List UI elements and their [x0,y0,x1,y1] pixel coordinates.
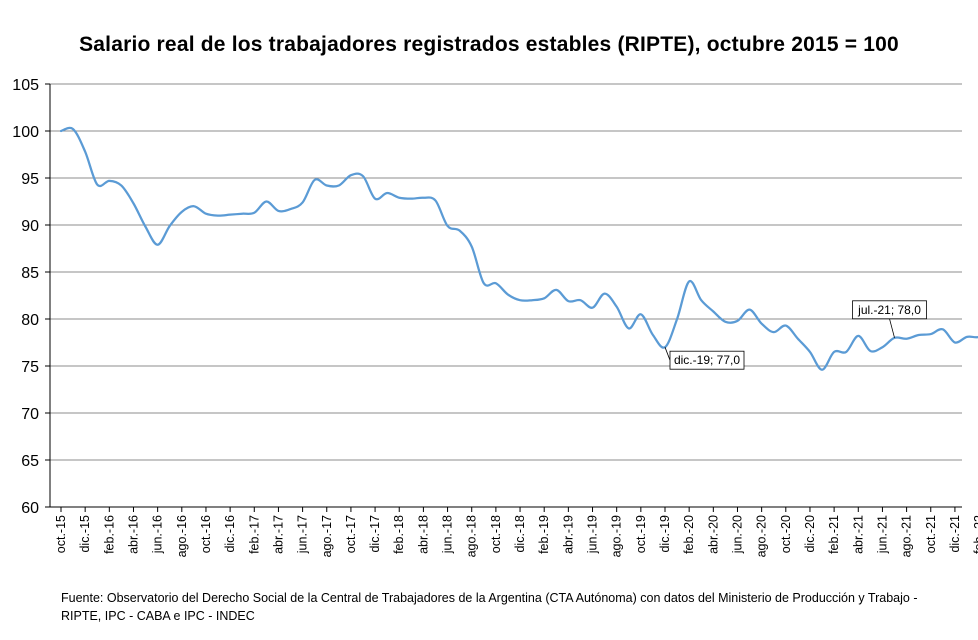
x-tick-label: feb.-16 [102,515,116,554]
x-tick-label: dic.-19 [658,515,672,553]
grid-lines [50,83,962,461]
x-tick-label: oct.-15 [54,515,68,553]
x-tick-label: ago.-19 [610,515,624,557]
x-tick-label: feb.-17 [247,515,261,554]
annotation-box [669,350,745,370]
x-tick-label: jun.-18 [441,515,455,554]
x-tick-label: abr.-20 [706,515,720,554]
x-tick-label: dic.-17 [368,515,382,553]
x-tick-label: jun.-21 [875,515,889,554]
x-tick-label: abr.-16 [126,515,140,554]
y-tick-label: 65 [21,453,39,470]
x-tick-label: abr.-18 [416,515,430,554]
x-tick-label: oct.-20 [779,515,793,553]
x-tick-label: dic.-20 [803,515,817,553]
axes [45,83,962,512]
series-line [59,126,978,371]
x-tick-label: oct.-21 [924,515,938,553]
x-tick-labels: oct.-15 dic.-15 feb.-16 abr.-16 jun.-16 ago.-… [54,515,978,557]
x-tick-label: oct.-18 [489,515,503,553]
x-tick-label: dic.-21 [948,515,962,553]
x-tick-label: feb.-18 [392,515,406,554]
y-tick-label: 75 [21,359,39,376]
x-tick-label: ago.-16 [175,515,189,557]
x-tick-label: jun.-17 [296,515,310,554]
y-tick-label: 85 [21,265,39,282]
y-tick-labels: 60 65 70 75 80 85 90 95 100 105 [12,77,39,517]
x-tick-label: ago.-21 [900,515,914,557]
y-tick-label: 60 [21,500,39,517]
x-tick-label: feb.-19 [537,515,551,554]
x-tick-label: feb.-22 [972,515,978,554]
x-tick-label: ago.-20 [755,515,769,557]
chart-title: Salario real de los trabajadores registr… [79,33,899,56]
y-tick-label: 90 [21,218,39,235]
annotation-leader [664,347,671,361]
y-tick-label: 100 [12,124,39,141]
source-note: Fuente: Observatorio del Derecho Social … [61,591,918,623]
x-tick-label: dic.-18 [513,515,527,553]
x-tick-label: abr.-17 [271,515,285,554]
x-tick-label: abr.-19 [561,515,575,554]
y-tick-label: 95 [21,171,39,188]
x-tick-label: oct.-16 [199,515,213,553]
x-tick-label: ago.-17 [320,515,334,557]
x-tick-label: jun.-16 [151,515,165,554]
annotation-label: jul.-21; 78,0 [857,303,921,317]
x-tick-label: dic.-15 [78,515,92,553]
y-tick-label: 105 [12,77,39,94]
x-tick-label: dic.-16 [223,515,237,553]
x-tick-label: feb.-21 [827,515,841,554]
series-layer [59,126,978,371]
x-tick-label: feb.-20 [682,515,696,554]
annotation-leader [889,318,895,338]
x-tick-label: oct.-19 [634,515,648,553]
annotation-label: dic.-19; 77,0 [674,353,740,367]
x-tick-label: oct.-17 [344,515,358,553]
annotation-box [852,300,927,320]
x-tick-label: jun.-20 [730,515,744,554]
x-tick-label: ago.-18 [465,515,479,557]
y-tick-label: 70 [21,406,39,423]
x-tick-label: abr.-21 [851,515,865,554]
x-tick-label: jun.-19 [586,515,600,554]
y-tick-label: 80 [21,312,39,329]
